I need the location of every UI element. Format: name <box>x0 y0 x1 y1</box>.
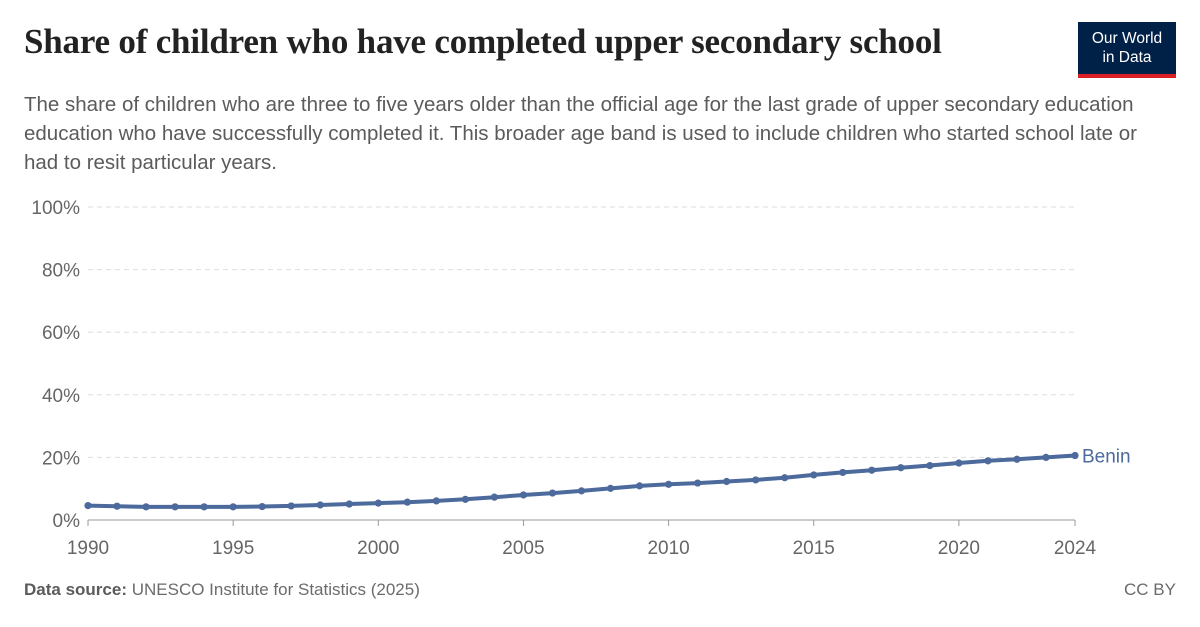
data-point <box>752 476 760 484</box>
y-tick-label: 40% <box>42 386 80 407</box>
data-point <box>258 502 266 511</box>
logo-line-2: in Data <box>1102 49 1152 66</box>
data-point <box>984 457 992 465</box>
license-link[interactable]: CC BY <box>1124 580 1176 599</box>
data-point <box>316 501 324 509</box>
x-tick-label: 1995 <box>212 538 254 559</box>
data-point <box>1042 453 1050 461</box>
data-point <box>84 502 92 510</box>
x-tick-label: 2000 <box>357 538 399 559</box>
data-point <box>374 499 382 507</box>
logo-accent-bar <box>1078 74 1176 78</box>
data-point <box>577 487 586 495</box>
data-point <box>519 491 528 499</box>
owid-logo[interactable]: Our World in Data <box>1078 22 1176 78</box>
y-tick-label: 100% <box>31 198 80 219</box>
data-point <box>926 461 934 470</box>
x-tick-label: 1990 <box>67 538 109 559</box>
x-tick-label: 2005 <box>502 538 544 559</box>
data-point <box>839 468 847 477</box>
chart-title: Share of children who have completed upp… <box>24 22 942 61</box>
data-source: Data source: UNESCO Institute for Statis… <box>24 580 420 600</box>
data-point <box>1071 451 1079 460</box>
y-tick-label: 20% <box>42 448 80 469</box>
y-tick-label: 0% <box>53 511 81 532</box>
chart-subtitle: The share of children who are three to f… <box>24 93 1137 174</box>
y-tick-label: 80% <box>42 261 80 282</box>
data-point <box>490 493 499 501</box>
data-source-label: Data source: <box>24 580 127 599</box>
series-line-benin <box>86 453 1077 509</box>
data-point <box>955 459 963 467</box>
data-point <box>461 495 469 503</box>
data-point <box>868 466 876 474</box>
y-tick-label: 60% <box>42 323 80 344</box>
data-point <box>810 471 818 479</box>
data-point <box>432 497 440 505</box>
logo-line-1: Our World <box>1091 30 1163 47</box>
data-point <box>897 464 905 472</box>
data-point <box>664 480 673 488</box>
x-tick-label: 2020 <box>938 538 980 559</box>
data-point <box>723 477 731 486</box>
data-point <box>403 498 411 506</box>
series-label: Benin <box>1082 447 1131 468</box>
data-point <box>200 503 208 511</box>
data-point <box>171 503 179 511</box>
data-point <box>287 502 295 510</box>
data-point <box>345 500 353 508</box>
data-point <box>635 482 644 490</box>
data-point <box>606 484 615 492</box>
data-point <box>694 479 702 487</box>
data-point <box>142 503 150 511</box>
data-point <box>1013 455 1021 463</box>
x-tick-label: 2010 <box>647 538 689 559</box>
data-source-text[interactable]: UNESCO Institute for Statistics (2025) <box>131 580 420 599</box>
data-point <box>781 474 789 482</box>
data-point <box>548 489 557 497</box>
data-point <box>229 503 237 511</box>
x-tick-label: 2024 <box>1054 538 1097 559</box>
data-point <box>113 502 121 510</box>
x-tick-label: 2015 <box>793 538 835 559</box>
